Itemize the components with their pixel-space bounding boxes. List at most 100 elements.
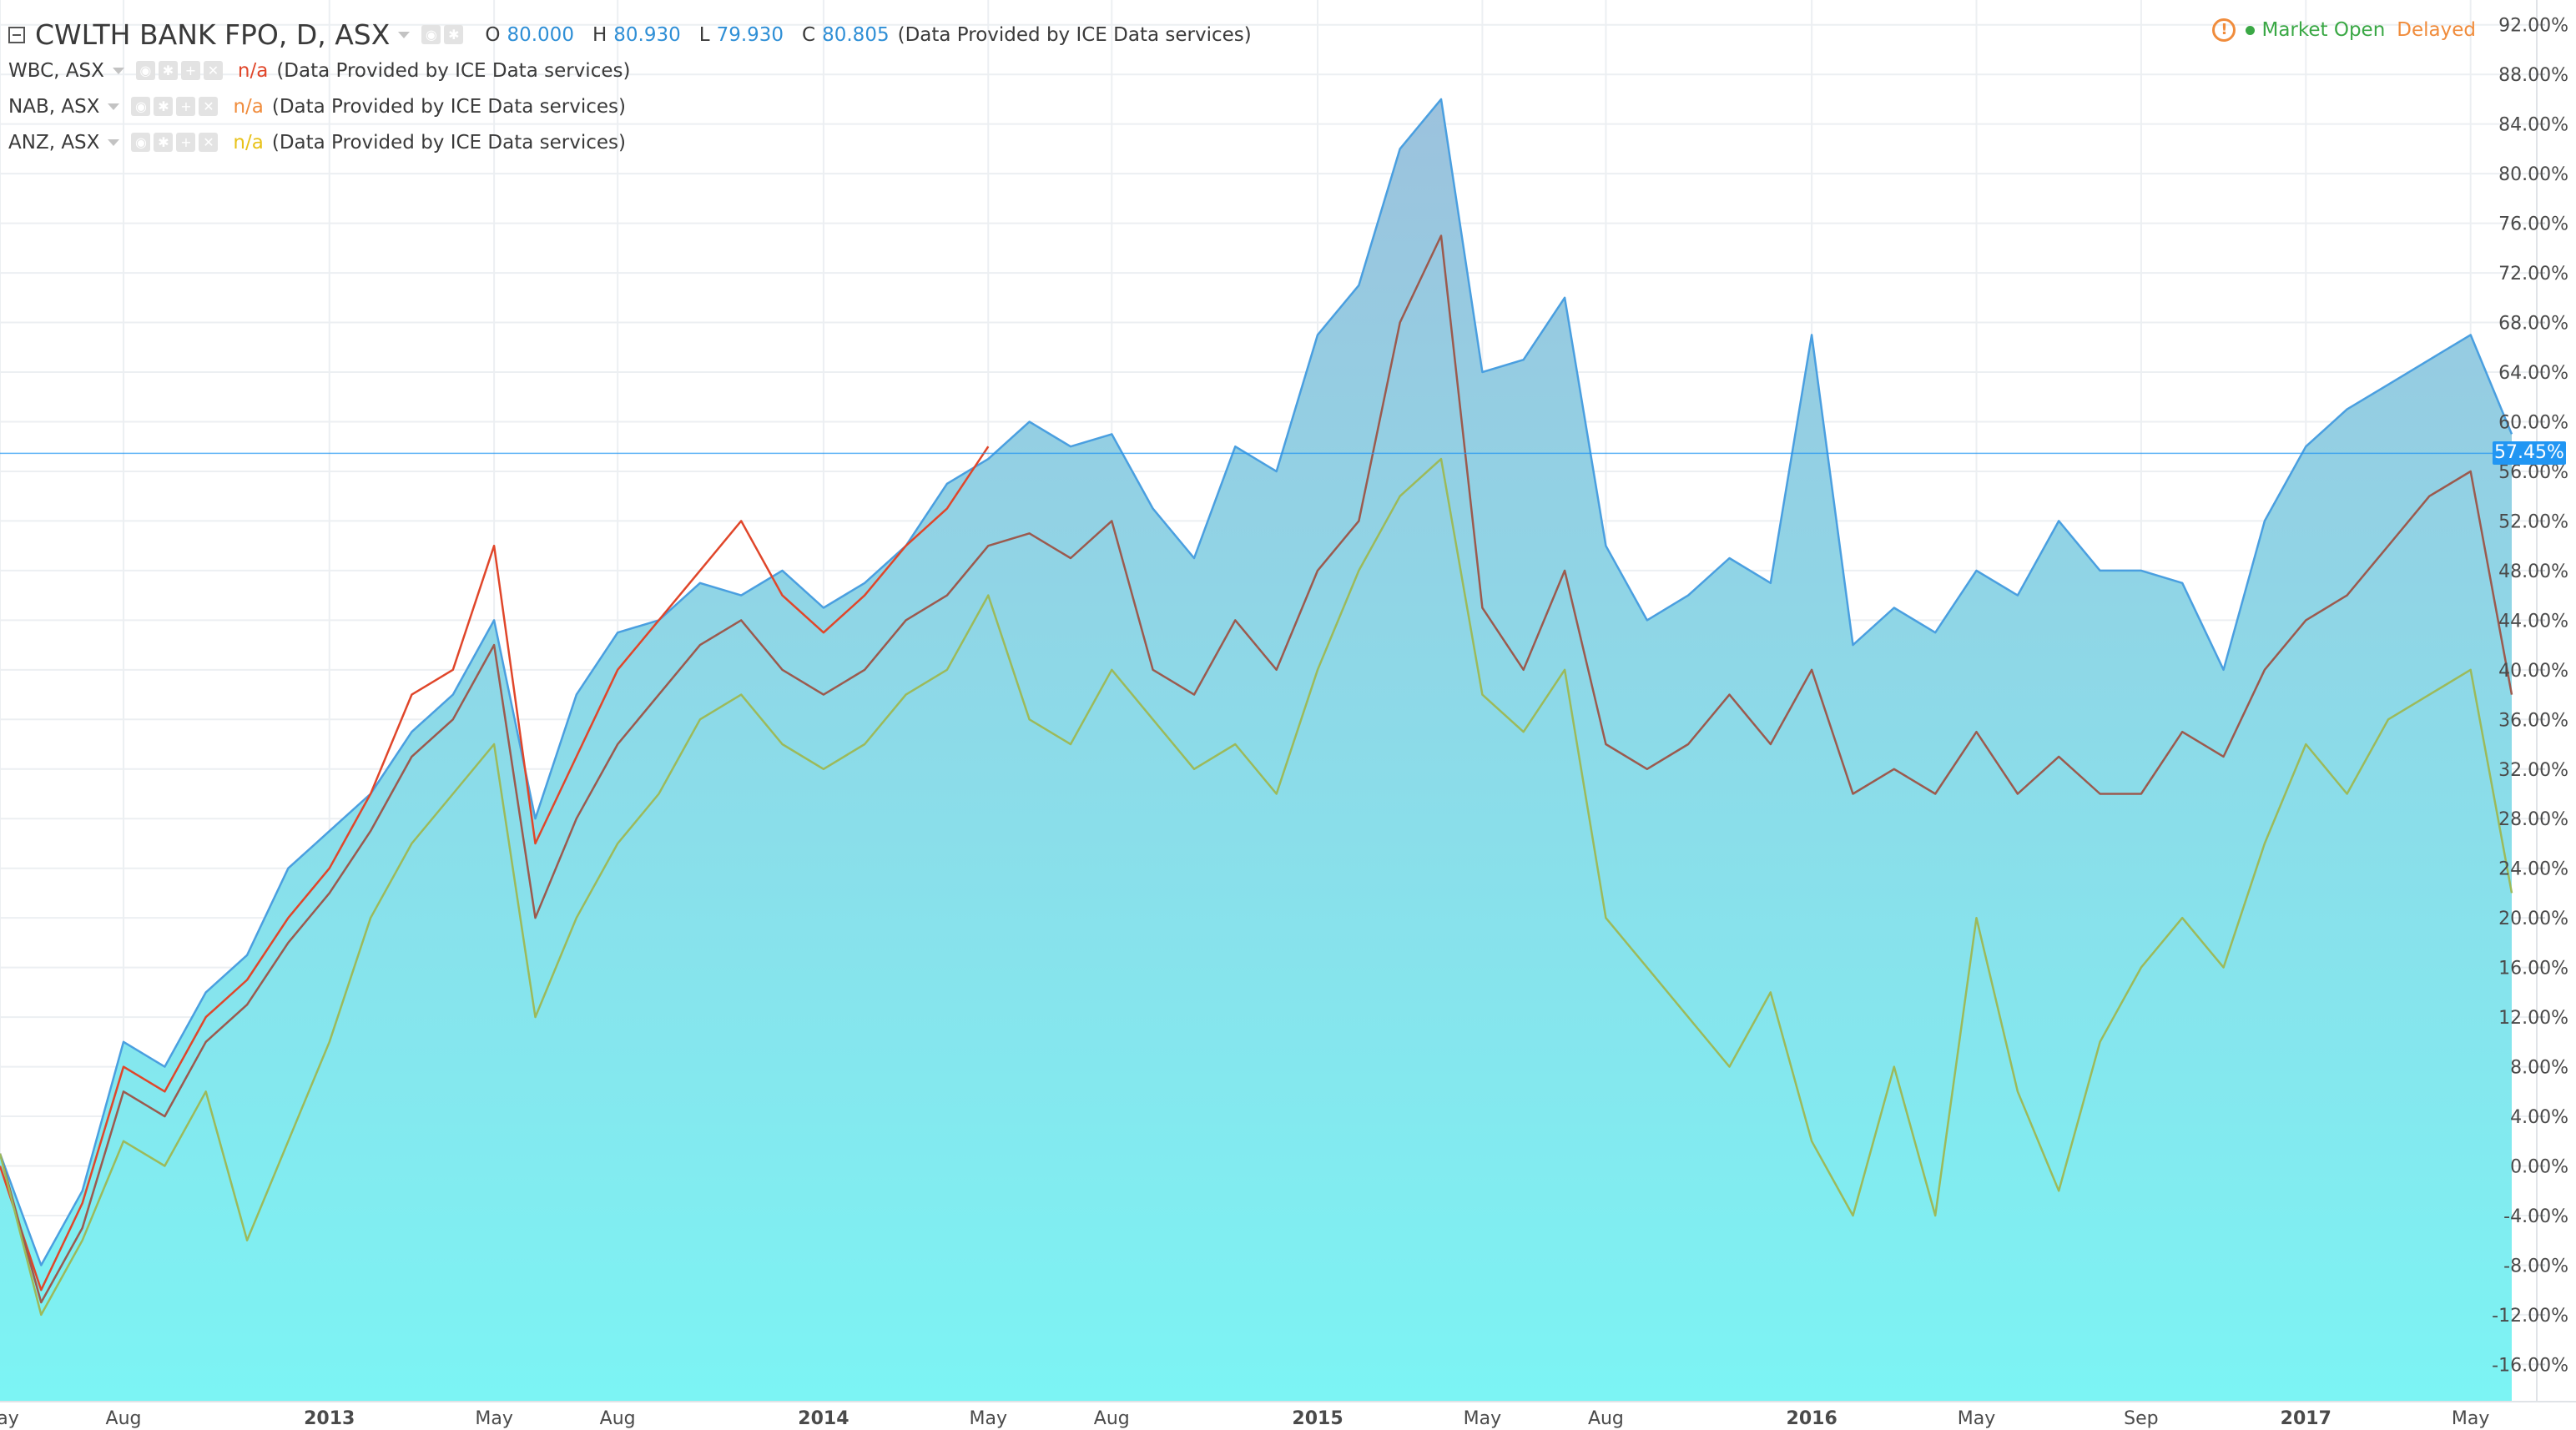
legend-main-row[interactable]: CWLTH BANK FPO, D, ASX ◉ ✱ O 80.000 H 80…: [8, 17, 1252, 53]
market-open-dot: [2246, 25, 2256, 35]
y-tick-label: 40.00%: [2498, 661, 2568, 682]
y-tick-label: -4.00%: [2503, 1206, 2568, 1227]
y-tick-label: 28.00%: [2498, 809, 2568, 830]
x-tick-label: May: [2452, 1408, 2489, 1429]
y-tick-label: 68.00%: [2498, 314, 2568, 335]
close-icon[interactable]: ✕: [199, 133, 219, 152]
y-tick-label: 64.00%: [2498, 363, 2568, 384]
chevron-down-icon[interactable]: [112, 67, 124, 74]
y-tick-label: 44.00%: [2498, 611, 2568, 632]
gear-icon[interactable]: ✱: [154, 97, 174, 116]
eye-icon[interactable]: ◉: [131, 97, 151, 116]
ohlc-open-value: 80.000: [507, 23, 574, 46]
warning-icon[interactable]: !: [2212, 18, 2236, 42]
price-axis[interactable]: 92.00% 88.00% 84.00% 80.00% 76.00% 72.00% 68.0…: [2492, 16, 2568, 1377]
legend: CWLTH BANK FPO, D, ASX ◉ ✱ O 80.000 H 80…: [8, 17, 1252, 160]
gear-icon[interactable]: ✱: [158, 61, 178, 80]
series-line-1: [0, 446, 990, 1292]
compare-symbol-wbc[interactable]: WBC, ASX: [8, 59, 104, 82]
x-tick-label: 2015: [1292, 1408, 1343, 1429]
add-icon[interactable]: +: [176, 133, 196, 152]
x-tick-label: 2016: [1787, 1408, 1837, 1429]
delayed-label: Delayed: [2397, 19, 2476, 41]
y-tick-label: 80.00%: [2498, 164, 2568, 185]
y-tick-label: -8.00%: [2503, 1256, 2568, 1276]
gear-icon[interactable]: ✱: [154, 133, 174, 152]
legend-row-anz[interactable]: ANZ, ASX ◉ ✱ + ✕ n/a (Data Provided by I…: [8, 124, 1252, 160]
data-provider-label: (Data Provided by ICE Data services): [276, 59, 631, 82]
x-tick-label: May: [0, 1408, 19, 1429]
y-tick-label: 20.00%: [2498, 909, 2568, 929]
y-tick-label: 32.00%: [2498, 760, 2568, 781]
compare-value-nab: n/a: [233, 95, 264, 118]
y-tick-label: 52.00%: [2498, 511, 2568, 532]
series-area-main: [0, 98, 2512, 1402]
time-axis[interactable]: May Aug 2013 May Aug 2014 May Aug 2015 May Aug 2016…: [0, 1408, 2489, 1429]
x-tick-label: Sep: [2124, 1408, 2158, 1429]
ohlc-high-key: H: [592, 23, 607, 46]
x-tick-label: May: [1958, 1408, 1995, 1429]
y-tick-label: 12.00%: [2498, 1008, 2568, 1029]
y-tick-label: 0.00%: [2510, 1157, 2568, 1178]
eye-icon[interactable]: ◉: [421, 25, 441, 44]
ohlc-low-key: L: [698, 23, 710, 46]
y-tick-label: 76.00%: [2498, 214, 2568, 235]
chevron-down-icon[interactable]: [108, 138, 120, 146]
ohlc-high-value: 80.930: [613, 23, 681, 46]
compare-symbol-anz[interactable]: ANZ, ASX: [8, 131, 100, 154]
chevron-down-icon[interactable]: [398, 31, 411, 38]
series-line-2: [0, 234, 2513, 1304]
collapse-legend-icon[interactable]: [8, 26, 25, 43]
x-tick-label: Aug: [1094, 1408, 1130, 1429]
market-status: ! Market Open Delayed: [2212, 18, 2476, 42]
add-icon[interactable]: +: [180, 61, 200, 80]
x-tick-label: 2014: [798, 1408, 849, 1429]
gear-icon[interactable]: ✱: [444, 25, 464, 44]
market-open-label: Market Open: [2261, 19, 2386, 41]
y-tick-label: 60.00%: [2498, 412, 2568, 433]
y-tick-label: 48.00%: [2498, 561, 2568, 582]
x-tick-label: May: [1464, 1408, 1501, 1429]
y-tick-label: 92.00%: [2498, 16, 2568, 37]
data-provider-label: (Data Provided by ICE Data services): [897, 23, 1252, 46]
series-layer: [0, 98, 2513, 1402]
add-icon[interactable]: +: [176, 97, 196, 116]
close-icon[interactable]: ✕: [199, 97, 219, 116]
series-line-0: [0, 98, 2513, 1266]
y-tick-label: 8.00%: [2510, 1058, 2568, 1079]
legend-row-wbc[interactable]: WBC, ASX ◉ ✱ + ✕ n/a (Data Provided by I…: [8, 53, 1252, 88]
y-tick-label: -12.00%: [2492, 1306, 2568, 1327]
y-tick-label: 72.00%: [2498, 264, 2568, 284]
main-symbol-title[interactable]: CWLTH BANK FPO, D, ASX: [35, 18, 391, 51]
x-tick-label: Aug: [106, 1408, 142, 1429]
close-icon[interactable]: ✕: [203, 61, 223, 80]
current-value-label: 57.45%: [2493, 441, 2566, 466]
y-tick-label: 4.00%: [2510, 1107, 2568, 1128]
ohlc-low-value: 79.930: [716, 23, 784, 46]
ohlc-close-key: C: [802, 23, 816, 46]
y-tick-label: 56.00%: [2498, 462, 2568, 483]
y-tick-label: 88.00%: [2498, 65, 2568, 86]
legend-row-nab[interactable]: NAB, ASX ◉ ✱ + ✕ n/a (Data Provided by I…: [8, 88, 1252, 124]
ohlc-close-value: 80.805: [822, 23, 890, 46]
data-provider-label: (Data Provided by ICE Data services): [271, 131, 626, 154]
y-tick-label: 16.00%: [2498, 959, 2568, 979]
y-tick-label: 24.00%: [2498, 859, 2568, 880]
ohlc-open-key: O: [485, 23, 501, 46]
series-line-3: [0, 457, 2513, 1317]
compare-value-anz: n/a: [233, 131, 264, 154]
x-tick-label: 2017: [2281, 1408, 2332, 1429]
data-provider-label: (Data Provided by ICE Data services): [271, 95, 626, 118]
y-tick-label: 84.00%: [2498, 115, 2568, 136]
x-tick-label: May: [475, 1408, 512, 1429]
y-tick-label: -16.00%: [2492, 1355, 2568, 1376]
eye-icon[interactable]: ◉: [135, 61, 155, 80]
x-tick-label: 2013: [304, 1408, 355, 1429]
compare-symbol-nab[interactable]: NAB, ASX: [8, 95, 100, 118]
x-tick-label: Aug: [600, 1408, 636, 1429]
x-tick-label: May: [970, 1408, 1007, 1429]
eye-icon[interactable]: ◉: [131, 133, 151, 152]
compare-value-wbc: n/a: [237, 59, 269, 82]
chevron-down-icon[interactable]: [108, 103, 120, 110]
